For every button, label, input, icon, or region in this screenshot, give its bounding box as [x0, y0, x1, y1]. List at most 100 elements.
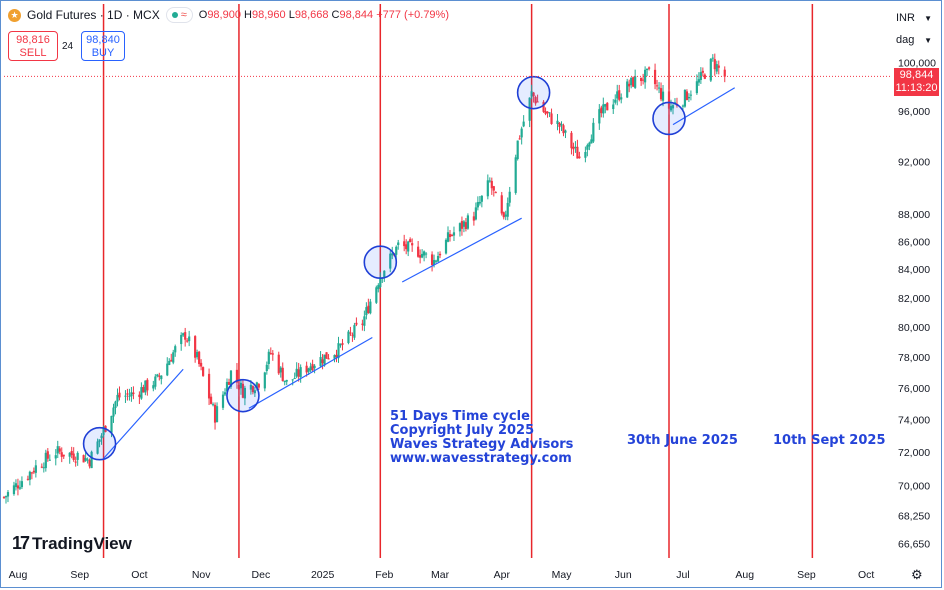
candle-body [48, 459, 51, 461]
trend-lines [103, 87, 736, 459]
unit-select[interactable]: dag ▼ [893, 31, 935, 49]
spread-value: 24 [62, 41, 74, 52]
candle-body [620, 97, 623, 100]
candle-body [198, 351, 201, 365]
candle-body [458, 223, 462, 232]
sell-label: SELL [19, 47, 47, 59]
candle-body [592, 122, 595, 142]
candle-body [114, 401, 117, 408]
candle-body [96, 441, 99, 454]
candle-body [34, 465, 37, 473]
candle-body [462, 221, 466, 227]
tradingview-logo[interactable]: 17 TradingView [12, 533, 132, 554]
candle-body [223, 392, 227, 395]
annotation-line-1: 51 Days Time cycle [390, 409, 530, 424]
currency-select[interactable]: INR ▼ [893, 9, 935, 27]
time-tick-label: Mar [431, 569, 450, 581]
candle-body [630, 77, 633, 85]
candle-body [146, 379, 149, 391]
candle-body [58, 448, 61, 452]
candle-body [307, 368, 310, 372]
candle-body [478, 201, 481, 204]
candle-body [54, 455, 57, 459]
candle-body [325, 352, 328, 359]
candle-body [375, 287, 378, 303]
candle-body [466, 215, 470, 229]
candle-body [28, 471, 31, 480]
candle-body [391, 253, 394, 256]
candle-body [476, 202, 479, 208]
wave-icon: ≈ [180, 9, 187, 21]
symbol-title[interactable]: Gold Futures · 1D · MCX [27, 8, 160, 22]
candle-body [305, 365, 308, 373]
candle-body [377, 285, 380, 289]
high-label: H [244, 9, 252, 21]
candle-body [138, 394, 141, 397]
time-tick-label: Oct [131, 569, 147, 581]
candle-body [411, 243, 414, 246]
candle-body [196, 352, 199, 358]
candle-body [319, 357, 322, 367]
candle-body [709, 58, 712, 81]
candle-body [542, 101, 545, 112]
candle-body [213, 404, 217, 423]
cycle-circle [516, 75, 551, 110]
buy-label: BUY [91, 47, 115, 59]
price-axis[interactable]: 100,000 96,000 92,000 88,000 86,000 84,000 82,… [898, 58, 936, 551]
candle-body [100, 435, 103, 439]
candle-body [269, 352, 272, 354]
candle-body [168, 360, 171, 365]
candle-body [188, 336, 191, 342]
candle-body [72, 453, 75, 460]
time-axis[interactable]: Aug Sep Oct Nov Dec 2025 Feb Mar Apr May Jun Jul Aug… [9, 569, 875, 581]
candle-body [184, 332, 187, 340]
candle-body [488, 180, 491, 182]
buy-price: 98,840 [86, 34, 120, 46]
gear-icon[interactable]: ⚙ [911, 567, 923, 582]
candle-body [397, 242, 400, 246]
candle-body [235, 369, 239, 383]
price-tick-label: 84,000 [898, 264, 930, 276]
candle-body [644, 69, 647, 83]
candle-body [309, 366, 312, 371]
candle-body [116, 394, 119, 402]
candle-body [711, 57, 714, 59]
candle-body [432, 260, 436, 265]
candle-body [351, 334, 354, 336]
candle-body [448, 234, 452, 238]
ohlc-values: O98,900 H98,960 L98,668 C98,844 +777 (+0… [199, 9, 449, 21]
candle-body [255, 382, 258, 389]
time-tick-label: Jun [615, 569, 632, 581]
bar-countdown: 11:13:20 [895, 82, 938, 94]
candle-body [558, 122, 561, 127]
candle-body [297, 369, 300, 377]
candle-body [285, 379, 288, 382]
price-tick-label: 78,000 [898, 352, 930, 364]
price-tick-label: 96,000 [898, 106, 930, 118]
candle-body [299, 367, 302, 378]
cycle-lines [102, 4, 814, 558]
buy-button[interactable]: 98,840 BUY [81, 31, 125, 61]
candle-body [126, 393, 129, 395]
candle-body [112, 407, 115, 417]
candle-body [685, 91, 689, 100]
candle-body [640, 77, 643, 82]
price-tick-label: 76,000 [898, 383, 930, 395]
cycle-circle [363, 245, 398, 280]
candle-body [102, 427, 105, 435]
candle-body [474, 207, 477, 220]
sell-button[interactable]: 98,816 SELL [8, 31, 58, 61]
candle-body [160, 375, 163, 380]
candle-body [283, 380, 286, 383]
candle-body [335, 354, 338, 358]
candle-body [480, 195, 483, 202]
candle-body [616, 91, 619, 99]
candle-body [367, 305, 370, 314]
candle-body [194, 336, 197, 358]
market-status[interactable]: ≈ [165, 7, 193, 23]
candle-body [661, 91, 665, 101]
currency-value: INR [896, 12, 915, 24]
candle-body [353, 325, 356, 338]
